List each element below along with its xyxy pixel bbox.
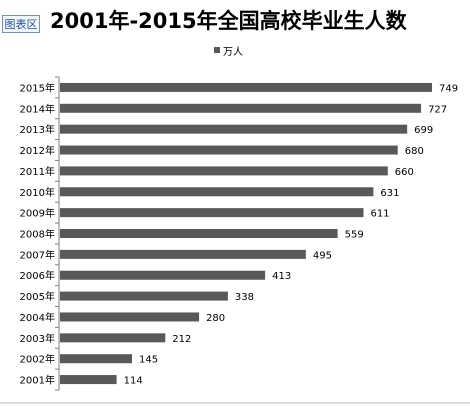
data-label: 660 [395,167,414,178]
data-label: 680 [405,146,424,157]
chart-title: 2001年-2015年全国高校毕业生人数 [50,9,407,33]
y-tick-label: 2009年 [20,207,55,220]
y-tick-label: 2004年 [20,311,55,324]
data-label: 280 [206,313,225,324]
bar [60,375,117,385]
bar [60,208,364,218]
data-label: 338 [235,292,254,303]
bar [60,145,398,155]
data-label: 114 [124,376,143,387]
y-tick-label: 2013年 [20,123,55,136]
data-label: 749 [439,83,458,94]
y-tick-label: 2007年 [20,248,55,261]
y-tick-label: 2003年 [20,332,55,345]
data-label: 145 [139,355,158,366]
bar [60,166,388,176]
bar [60,333,166,343]
bar [60,103,422,113]
y-tick-label: 2006年 [20,269,55,282]
y-tick-label: 2002年 [20,353,55,366]
bar [60,270,266,280]
data-label: 413 [272,271,291,282]
data-label: 631 [380,188,399,199]
bar [60,291,228,301]
bottom-rule [0,402,470,404]
y-tick-label: 2008年 [20,228,55,241]
data-label: 727 [428,104,447,115]
chart-area-badge: 图表区 [2,15,40,33]
data-label: 495 [313,250,332,261]
data-label: 212 [172,334,191,345]
bar [60,187,374,197]
bar [60,312,200,322]
data-label: 699 [414,125,433,136]
y-tick-label: 2015年 [20,81,55,94]
y-tick-label: 2005年 [20,290,55,303]
y-tick-label: 2010年 [20,186,55,199]
bar [60,82,432,92]
legend-label: 万人 [223,46,243,58]
legend-swatch [214,47,220,53]
bar [60,354,133,364]
data-label: 611 [370,209,389,220]
bar [60,249,306,259]
bar [60,124,408,134]
y-tick-label: 2012年 [20,144,55,157]
y-tick-label: 2011年 [20,165,55,178]
y-tick-label: 2001年 [20,374,55,387]
data-label: 559 [345,230,364,241]
legend: 万人 [214,42,243,58]
bar [60,229,338,238]
y-tick-label: 2014年 [20,102,55,115]
